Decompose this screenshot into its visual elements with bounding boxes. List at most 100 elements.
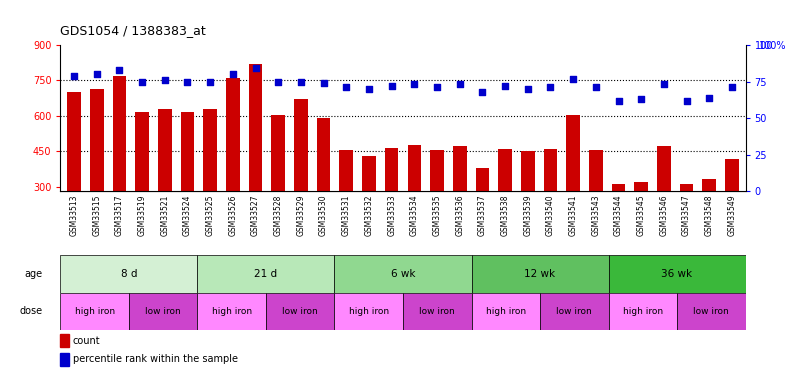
Text: GSM33524: GSM33524 (183, 194, 192, 236)
Point (453, 81, 466, 87)
Text: GSM33534: GSM33534 (409, 194, 419, 236)
Point (204, 79, 217, 85)
Point (340, 84, 353, 90)
Bar (272, 115, 285, 257)
Text: GSM33525: GSM33525 (206, 194, 214, 236)
Text: GSM33537: GSM33537 (478, 194, 487, 236)
Point (725, 84, 738, 90)
Text: GSM33539: GSM33539 (523, 194, 532, 236)
Bar (362, 156, 376, 257)
Point (499, 83, 512, 89)
Text: GDS1054 / 1388383_at: GDS1054 / 1388383_at (60, 24, 206, 38)
Text: GSM33529: GSM33529 (297, 194, 305, 236)
Point (226, 71, 239, 77)
Point (703, 94, 716, 100)
Bar (544, 149, 557, 257)
Bar (430, 150, 444, 257)
FancyBboxPatch shape (197, 255, 334, 292)
Text: GSM33546: GSM33546 (659, 194, 668, 236)
FancyBboxPatch shape (129, 292, 197, 330)
Point (544, 84, 557, 90)
Point (680, 98, 693, 104)
Bar (634, 182, 648, 257)
Point (272, 79, 285, 85)
Bar (226, 78, 239, 257)
Text: GSM33513: GSM33513 (69, 194, 78, 236)
Text: low iron: low iron (145, 307, 181, 316)
Text: 12 wk: 12 wk (525, 269, 555, 279)
FancyBboxPatch shape (266, 292, 334, 330)
FancyBboxPatch shape (334, 255, 472, 292)
Bar (60, 334, 69, 347)
Point (658, 81, 671, 87)
Text: dose: dose (19, 306, 42, 316)
FancyBboxPatch shape (472, 292, 540, 330)
Text: 36 wk: 36 wk (662, 269, 692, 279)
Text: low iron: low iron (556, 307, 592, 316)
FancyBboxPatch shape (472, 255, 609, 292)
Bar (725, 159, 739, 257)
Text: GSM33544: GSM33544 (614, 194, 623, 236)
Bar (612, 184, 625, 257)
Bar (158, 109, 172, 257)
Bar (181, 112, 194, 257)
Bar (90, 88, 103, 257)
Text: high iron: high iron (212, 307, 251, 316)
Text: GSM33547: GSM33547 (682, 194, 691, 236)
Text: high iron: high iron (349, 307, 388, 316)
Bar (498, 149, 512, 257)
Bar (521, 151, 534, 257)
Text: GSM33521: GSM33521 (160, 194, 169, 236)
Bar (135, 112, 149, 257)
Text: high iron: high iron (486, 307, 526, 316)
Bar (567, 115, 580, 257)
Bar (453, 146, 467, 257)
Point (181, 79, 194, 85)
Point (589, 84, 602, 90)
Text: GSM33515: GSM33515 (92, 194, 102, 236)
FancyBboxPatch shape (403, 292, 472, 330)
Point (385, 83, 398, 89)
Bar (657, 146, 671, 257)
FancyBboxPatch shape (60, 292, 129, 330)
Text: GSM33535: GSM33535 (433, 194, 442, 236)
Point (567, 76, 580, 82)
Point (90, 71, 103, 77)
FancyBboxPatch shape (609, 255, 746, 292)
Text: GSM33527: GSM33527 (251, 194, 260, 236)
FancyBboxPatch shape (540, 292, 609, 330)
Bar (60, 352, 69, 366)
Text: low iron: low iron (282, 307, 318, 316)
Text: GSM33528: GSM33528 (274, 194, 283, 236)
FancyBboxPatch shape (609, 292, 677, 330)
Text: GSM33538: GSM33538 (501, 194, 509, 236)
Bar (294, 99, 308, 257)
Text: percentile rank within the sample: percentile rank within the sample (73, 354, 238, 364)
Bar (408, 145, 422, 257)
Bar (679, 184, 693, 257)
Point (521, 86, 534, 92)
Text: GSM33545: GSM33545 (637, 194, 646, 236)
Point (363, 86, 376, 92)
Bar (703, 180, 716, 257)
Text: count: count (73, 336, 101, 345)
Text: low iron: low iron (693, 307, 729, 316)
Point (476, 89, 489, 95)
Bar (317, 118, 330, 257)
Point (635, 96, 648, 102)
Bar (589, 150, 603, 257)
Point (158, 77, 171, 83)
Text: GSM33536: GSM33536 (455, 194, 464, 236)
FancyBboxPatch shape (677, 292, 746, 330)
Point (408, 81, 421, 87)
Bar (384, 148, 398, 257)
FancyBboxPatch shape (334, 292, 403, 330)
Point (612, 98, 625, 104)
Point (249, 65, 262, 71)
Text: high iron: high iron (75, 307, 114, 316)
Text: GSM33526: GSM33526 (228, 194, 237, 236)
Point (113, 67, 126, 73)
Text: 21 d: 21 d (255, 269, 277, 279)
Text: GSM33541: GSM33541 (569, 194, 578, 236)
Bar (249, 64, 262, 257)
